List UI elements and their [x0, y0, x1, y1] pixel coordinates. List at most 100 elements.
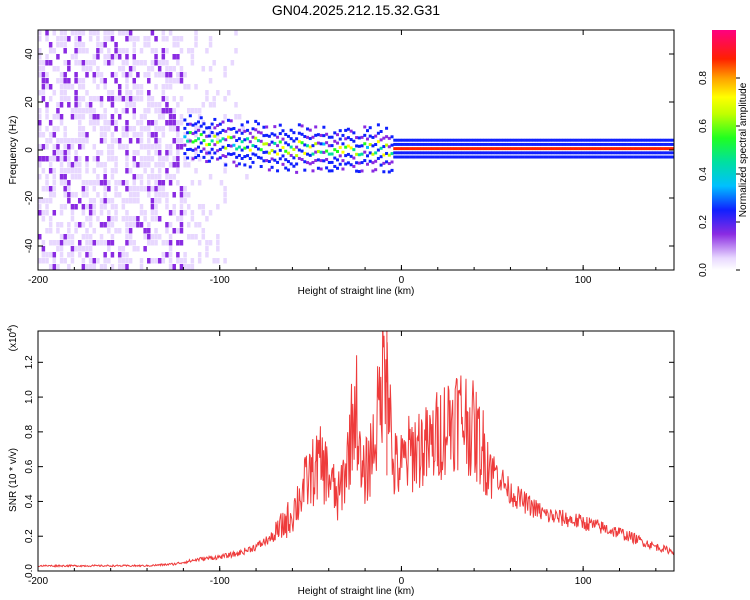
- heatmap-cell: [510, 155, 514, 159]
- heatmap-cell: [139, 48, 144, 54]
- heatmap-cell: [425, 147, 429, 151]
- heatmap-cell: [216, 258, 220, 264]
- heatmap-cell: [179, 66, 184, 72]
- heatmap-cell: [67, 66, 71, 72]
- heatmap-cell: [187, 222, 191, 228]
- heatmap-cell: [114, 168, 118, 174]
- heatmap-cell: [96, 48, 100, 54]
- heatmap-cell: [139, 60, 144, 66]
- heatmap-cell: [67, 78, 71, 84]
- heatmap-cell: [77, 78, 82, 84]
- heatmap-cell: [447, 142, 451, 146]
- heatmap-cell: [38, 210, 42, 216]
- heatmap-cell: [420, 151, 424, 155]
- heatmap-cell: [161, 108, 166, 114]
- heatmap-cell: [179, 228, 184, 234]
- spectrogram-y-axis-label: Frequency (Hz): [8, 116, 19, 185]
- heatmap-cell: [208, 66, 213, 72]
- heatmap-cell: [513, 138, 517, 142]
- heatmap-cell: [619, 142, 623, 146]
- heatmap-cell: [165, 78, 169, 84]
- heatmap-cell: [168, 264, 173, 270]
- heatmap-cell: [507, 155, 511, 159]
- heatmap-cell: [365, 129, 369, 133]
- heatmap-cell: [179, 192, 184, 198]
- heatmap-cell: [191, 132, 195, 136]
- heatmap-cell: [63, 180, 67, 186]
- heatmap-cell: [114, 216, 118, 222]
- heatmap-cell: [139, 90, 144, 96]
- heatmap-cell: [187, 264, 191, 270]
- heatmap-cell: [491, 142, 495, 146]
- heatmap-cell: [575, 142, 579, 146]
- heatmap-cell: [491, 151, 495, 155]
- heatmap-cell: [295, 170, 299, 174]
- heatmap-cell: [88, 180, 93, 186]
- heatmap-cell: [67, 186, 71, 192]
- heatmap-cell: [556, 138, 560, 142]
- heatmap-cell: [77, 222, 82, 228]
- heatmap-cell: [107, 126, 111, 132]
- heatmap-cell: [56, 126, 60, 132]
- heatmap-cell: [614, 151, 618, 155]
- heatmap-cell: [208, 186, 213, 192]
- heatmap-cell: [161, 36, 166, 42]
- heatmap-cell: [243, 163, 247, 167]
- heatmap-cell: [48, 132, 53, 138]
- heatmap-cell: [551, 155, 555, 159]
- heatmap-cell: [150, 48, 155, 54]
- x-tick-label: -200: [28, 275, 48, 286]
- heatmap-cell: [445, 151, 449, 155]
- heatmap-cell: [77, 168, 82, 174]
- heatmap-cell: [256, 122, 260, 126]
- heatmap-cell: [125, 264, 129, 270]
- heatmap-cell: [556, 151, 560, 155]
- heatmap-cell: [77, 174, 82, 180]
- heatmap-cell: [139, 186, 144, 192]
- colorbar-tick-label: 0.2: [698, 215, 709, 229]
- heatmap-cell: [172, 36, 176, 42]
- heatmap-cell: [92, 144, 97, 150]
- heatmap-cell: [154, 162, 158, 168]
- heatmap-cell: [210, 139, 214, 143]
- heatmap-cell: [176, 54, 180, 60]
- heatmap-cell: [201, 102, 206, 108]
- heatmap-cell: [663, 151, 667, 155]
- heatmap-cell: [56, 138, 60, 144]
- heatmap-cell: [88, 222, 93, 228]
- heatmap-cell: [513, 147, 517, 151]
- heatmap-cell: [570, 142, 574, 146]
- heatmap-cell: [327, 152, 331, 156]
- heatmap-cell: [110, 60, 115, 66]
- heatmap-cell: [273, 150, 277, 154]
- heatmap-cell: [499, 151, 503, 155]
- heatmap-cell: [85, 264, 89, 270]
- heatmap-cell: [48, 252, 53, 258]
- heatmap-cell: [240, 156, 244, 160]
- heatmap-cell: [537, 155, 541, 159]
- heatmap-cell: [96, 174, 100, 180]
- heatmap-cell: [114, 162, 118, 168]
- heatmap-cell: [45, 72, 49, 78]
- heatmap-cell: [85, 132, 89, 138]
- heatmap-cell: [96, 72, 100, 78]
- heatmap-cell: [510, 147, 514, 151]
- heatmap-cell: [554, 142, 558, 146]
- heatmap-cell: [529, 155, 533, 159]
- heatmap-cell: [147, 258, 151, 264]
- heatmap-cell: [611, 142, 615, 146]
- heatmap-cell: [147, 42, 151, 48]
- heatmap-cell: [59, 78, 64, 84]
- heatmap-cell: [107, 48, 111, 54]
- heatmap-cell: [191, 157, 195, 161]
- heatmap-cell: [278, 140, 282, 144]
- heatmap-cell: [110, 198, 115, 204]
- heatmap-cell: [594, 155, 598, 159]
- heatmap-cell: [179, 120, 184, 126]
- heatmap-cell: [110, 144, 115, 150]
- heatmap-cell: [96, 54, 100, 60]
- heatmap-cell: [488, 155, 492, 159]
- heatmap-cell: [371, 169, 375, 173]
- heatmap-cell: [297, 140, 301, 144]
- heatmap-cell: [67, 144, 71, 150]
